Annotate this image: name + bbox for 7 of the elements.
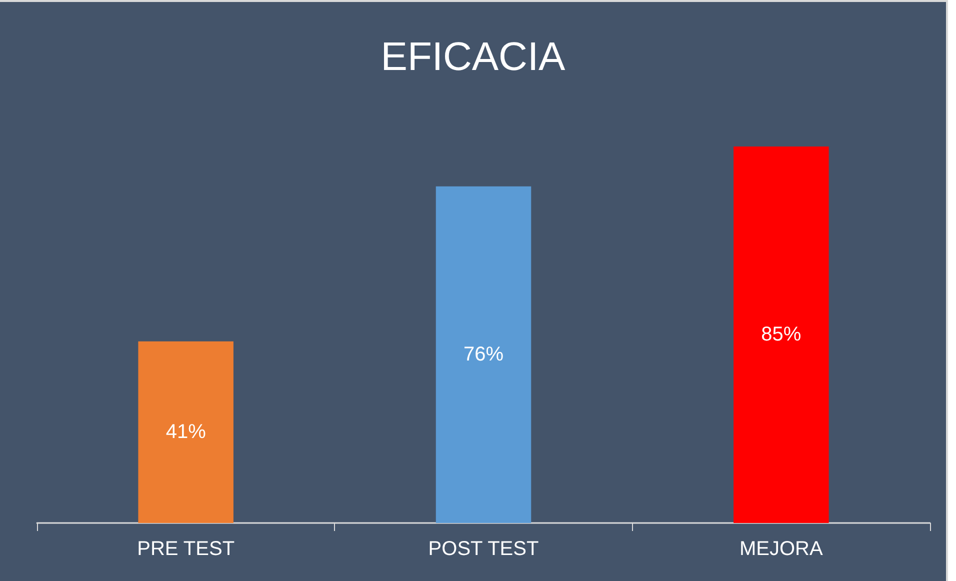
chart-title: EFICACIA (380, 35, 566, 79)
x-tick-label: POST TEST (428, 538, 539, 560)
data-label: 76% (463, 344, 504, 366)
x-tick-label: PRE TEST (137, 538, 235, 560)
data-label: 85% (761, 324, 802, 346)
data-label: 41% (166, 421, 206, 444)
x-tick-label: MEJORA (739, 538, 824, 560)
